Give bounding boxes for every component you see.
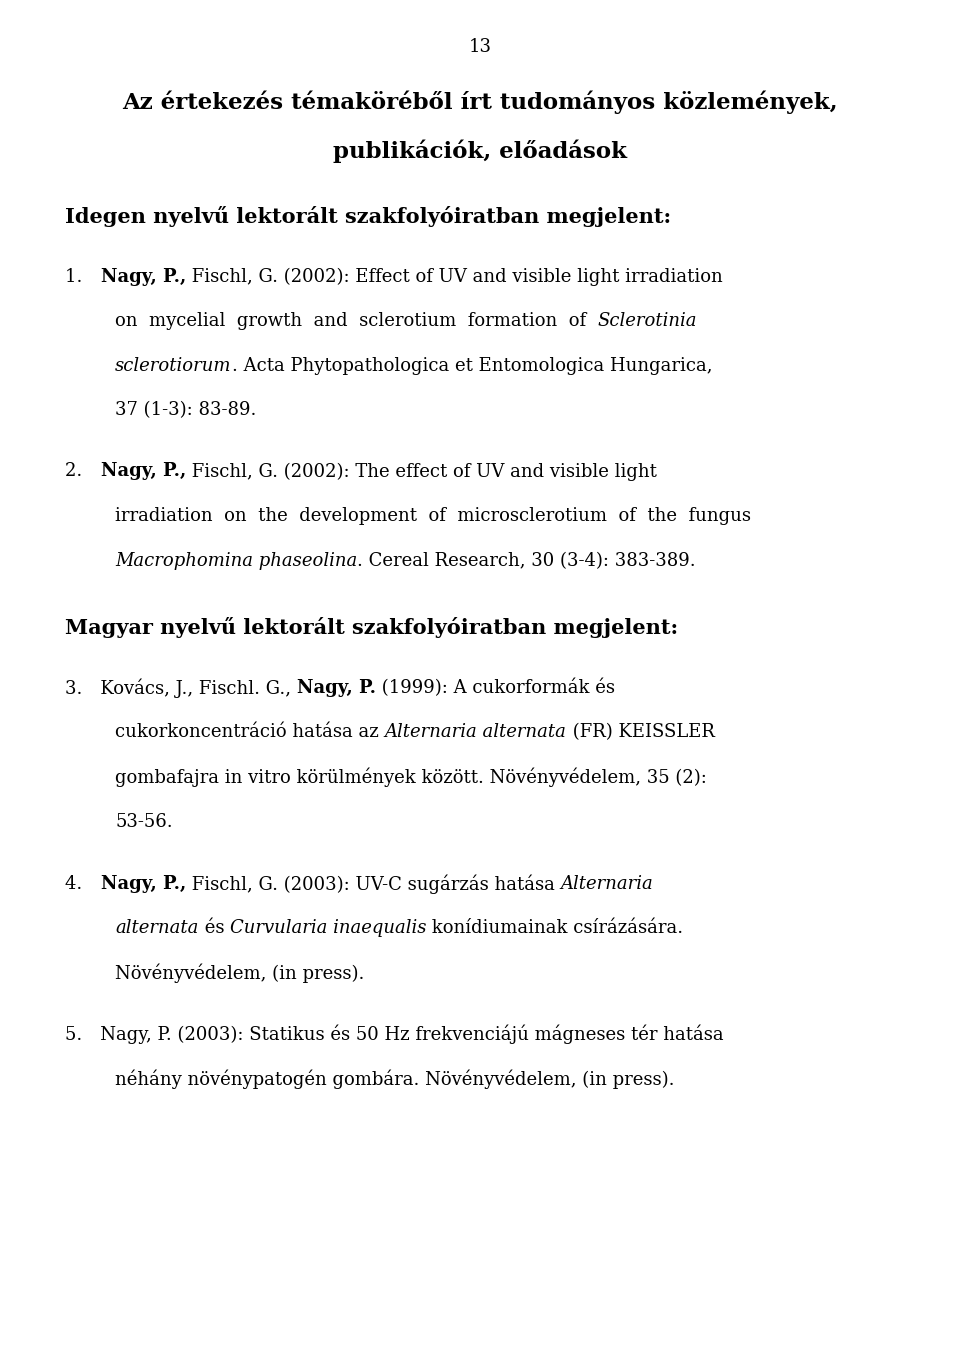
Text: 1.: 1.: [65, 268, 101, 285]
Text: 4.: 4.: [65, 875, 101, 892]
Text: 2.: 2.: [65, 462, 101, 480]
Text: Fischl, G. (2002): Effect of UV and visible light irradiation: Fischl, G. (2002): Effect of UV and visi…: [186, 268, 723, 285]
Text: Magyar nyelvű lektorált szakfolyóiratban megjelent:: Magyar nyelvű lektorált szakfolyóiratban…: [65, 617, 679, 638]
Text: 53-56.: 53-56.: [115, 813, 173, 830]
Text: néhány növénypatogén gombára. Növényvédelem, (in press).: néhány növénypatogén gombára. Növényvéde…: [115, 1069, 675, 1088]
Text: Macrophomina phaseolina: Macrophomina phaseolina: [115, 552, 357, 569]
Text: (1999): A cukorformák és: (1999): A cukorformák és: [376, 679, 615, 698]
Text: Nagy, P.,: Nagy, P.,: [101, 462, 186, 480]
Text: alternata: alternata: [115, 919, 199, 937]
Text: on  mycelial  growth  and  sclerotium  formation  of: on mycelial growth and sclerotium format…: [115, 312, 598, 330]
Text: Nagy, P.,: Nagy, P.,: [101, 875, 186, 892]
Text: Sclerotinia: Sclerotinia: [598, 312, 697, 330]
Text: Fischl, G. (2003): UV-C sugárzás hatása: Fischl, G. (2003): UV-C sugárzás hatása: [186, 875, 561, 894]
Text: Nagy, P.,: Nagy, P.,: [101, 268, 186, 285]
Text: 5. Nagy, P. (2003): Statikus és 50 Hz frekvenciájú mágneses tér hatása: 5. Nagy, P. (2003): Statikus és 50 Hz fr…: [65, 1025, 724, 1044]
Text: Fischl, G. (2002): The effect of UV and visible light: Fischl, G. (2002): The effect of UV and …: [186, 462, 657, 480]
Text: 3. Kovács, J., Fischl. G.,: 3. Kovács, J., Fischl. G.,: [65, 679, 297, 698]
Text: 37 (1-3): 83-89.: 37 (1-3): 83-89.: [115, 402, 256, 419]
Text: . Acta Phytopathologica et Entomologica Hungarica,: . Acta Phytopathologica et Entomologica …: [231, 357, 712, 375]
Text: . Cereal Research, 30 (3-4): 383-389.: . Cereal Research, 30 (3-4): 383-389.: [357, 552, 696, 569]
Text: cukorkoncentráció hatása az: cukorkoncentráció hatása az: [115, 723, 385, 741]
Text: irradiation  on  the  development  of  microsclerotium  of  the  fungus: irradiation on the development of micros…: [115, 507, 752, 525]
Text: gombafajra in vitro körülmények között. Növényvédelem, 35 (2):: gombafajra in vitro körülmények között. …: [115, 768, 708, 787]
Text: Alternaria: Alternaria: [561, 875, 653, 892]
Text: Növényvédelem, (in press).: Növényvédelem, (in press).: [115, 964, 365, 983]
Text: (FR) KEISSLER: (FR) KEISSLER: [566, 723, 714, 741]
Text: Idegen nyelvű lektorált szakfolyóiratban megjelent:: Idegen nyelvű lektorált szakfolyóiratban…: [65, 206, 671, 227]
Text: Alternaria alternata: Alternaria alternata: [385, 723, 566, 741]
Text: Nagy, P.: Nagy, P.: [297, 679, 376, 696]
Text: sclerotiorum: sclerotiorum: [115, 357, 231, 375]
Text: Curvularia inaequalis: Curvularia inaequalis: [229, 919, 426, 937]
Text: konídiumainak csírázására.: konídiumainak csírázására.: [426, 919, 684, 937]
Text: publikációk, előadások: publikációk, előadások: [333, 139, 627, 162]
Text: és: és: [199, 919, 229, 937]
Text: 13: 13: [468, 38, 492, 55]
Text: Az értekezés témaköréből írt tudományos közlemények,: Az értekezés témaköréből írt tudományos …: [122, 91, 838, 114]
